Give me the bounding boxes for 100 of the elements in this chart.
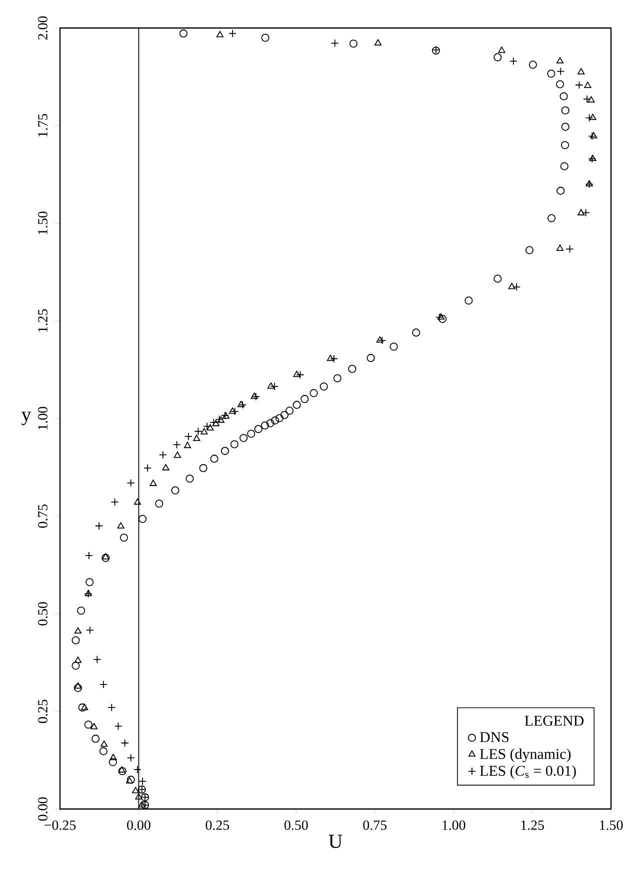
y-tick-label: 0.75	[38, 504, 48, 528]
point	[432, 46, 440, 54]
y-tick-label: 0.50	[38, 602, 48, 626]
point	[578, 209, 585, 216]
point	[435, 313, 444, 322]
point	[326, 354, 334, 361]
y-tick-label: 0.25	[38, 700, 48, 724]
point	[374, 39, 382, 46]
point	[93, 655, 102, 664]
point	[117, 522, 124, 529]
point	[252, 392, 260, 401]
point	[102, 553, 110, 560]
point	[126, 754, 135, 762]
point	[172, 440, 181, 449]
point	[556, 244, 564, 251]
point	[228, 407, 236, 414]
legend-title: LEGEND	[524, 716, 584, 726]
point	[132, 787, 140, 794]
point	[228, 29, 237, 38]
point	[174, 452, 181, 458]
point	[108, 703, 116, 712]
x-tick-label: 0.00	[127, 820, 150, 830]
x-axis-title: U	[328, 834, 342, 848]
point	[74, 682, 82, 689]
y-tick-label: 1.00	[38, 406, 48, 430]
x-tick-label: 0.75	[363, 820, 387, 830]
point	[376, 336, 384, 343]
point	[138, 801, 146, 808]
point	[114, 722, 122, 730]
point	[162, 464, 170, 470]
point	[133, 766, 142, 774]
point	[100, 740, 108, 747]
legend-label: LES (dynamic)	[480, 748, 571, 762]
legend-label: LES (C$_{s}$ = 0.01)	[480, 765, 576, 779]
y-tick-label: 1.25	[38, 309, 48, 332]
x-tick-label: −0.25	[44, 820, 76, 830]
point	[134, 498, 142, 505]
point	[267, 382, 275, 389]
point	[512, 282, 521, 291]
point	[150, 480, 157, 486]
point	[237, 400, 245, 408]
point	[138, 777, 147, 786]
point	[509, 57, 518, 66]
point	[143, 464, 152, 472]
point	[508, 282, 516, 290]
point	[118, 766, 126, 773]
point	[556, 57, 564, 64]
y-tick-label: 1.75	[38, 114, 48, 137]
point	[95, 522, 104, 530]
point	[330, 39, 339, 48]
x-tick-label: 1.50	[600, 820, 623, 830]
point	[216, 30, 224, 38]
point	[556, 67, 565, 76]
point	[589, 114, 596, 120]
y-tick-label: 2.00	[38, 16, 48, 40]
x-tick-label: 1.25	[521, 820, 544, 830]
point	[126, 777, 134, 784]
point	[293, 370, 300, 378]
point	[588, 132, 596, 140]
point	[86, 626, 94, 634]
point	[84, 552, 94, 560]
point	[585, 114, 594, 122]
point	[110, 498, 119, 506]
legend-label: DNS	[480, 732, 508, 742]
y-tick-label: 1.50	[38, 212, 48, 234]
point	[588, 96, 595, 102]
point	[158, 450, 167, 459]
point	[203, 422, 212, 430]
point	[586, 180, 593, 186]
point	[437, 313, 445, 320]
point	[74, 627, 82, 634]
y-axis-title: y	[21, 412, 32, 426]
point	[270, 382, 278, 391]
point	[126, 478, 135, 487]
point	[230, 407, 239, 416]
point	[140, 801, 150, 810]
point	[590, 132, 598, 138]
point	[81, 704, 88, 710]
point	[585, 180, 594, 188]
point	[583, 95, 592, 104]
x-tick-label: 0.50	[284, 820, 308, 830]
point	[566, 244, 574, 254]
point	[584, 82, 592, 88]
point	[578, 68, 585, 74]
point	[250, 392, 258, 399]
point	[138, 785, 146, 794]
point	[99, 680, 108, 688]
point	[330, 354, 338, 363]
x-tick-label: 0.25	[206, 820, 230, 830]
point	[575, 80, 584, 90]
point	[120, 738, 129, 748]
point	[582, 208, 590, 217]
x-tick-label: 1.00	[442, 820, 466, 830]
point	[378, 336, 386, 344]
point	[238, 400, 247, 409]
point	[74, 656, 82, 663]
point	[140, 793, 150, 802]
point	[498, 46, 506, 53]
point	[296, 370, 304, 379]
point	[135, 793, 142, 800]
